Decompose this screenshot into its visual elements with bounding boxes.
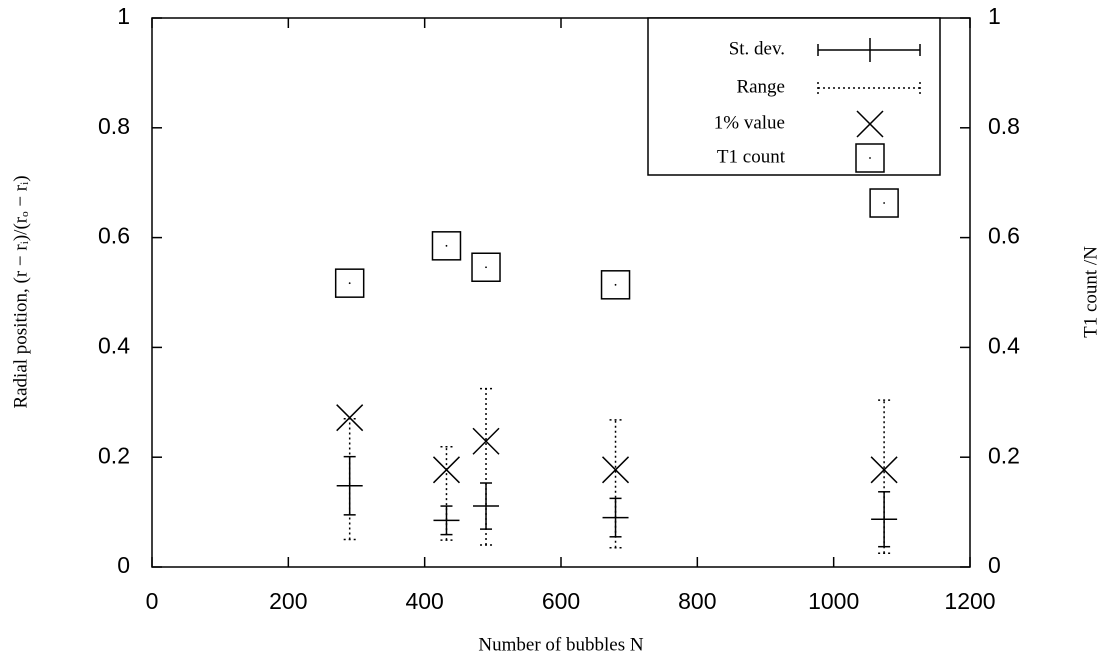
legend-label: Range bbox=[736, 76, 785, 97]
legend-label: 1% value bbox=[714, 112, 785, 133]
square-marker bbox=[600, 270, 631, 300]
x-marker bbox=[432, 456, 461, 484]
legend-sample bbox=[856, 110, 884, 138]
y2-tick-label: 1 bbox=[988, 3, 1001, 29]
y-tick-label: 0 bbox=[117, 552, 130, 578]
square-marker bbox=[869, 188, 899, 218]
x-marker bbox=[602, 456, 630, 484]
x-marker bbox=[336, 404, 364, 432]
y-axis-label: Radial position, (r − rᵢ)/(rₒ − rᵢ) bbox=[10, 175, 31, 408]
x-marker bbox=[870, 456, 898, 484]
y-tick-label: 0.4 bbox=[98, 332, 130, 358]
legend-sample bbox=[869, 157, 871, 159]
x-tick-label: 400 bbox=[405, 588, 443, 614]
y2-axis-label: T1 count /N bbox=[1080, 246, 1101, 338]
x-marker bbox=[472, 427, 500, 455]
y-tick-label: 0.2 bbox=[98, 442, 130, 468]
legend-label: T1 count bbox=[717, 146, 786, 167]
x-tick-label: 800 bbox=[678, 588, 716, 614]
square-marker bbox=[471, 252, 501, 282]
x-tick-label: 600 bbox=[542, 588, 580, 614]
y2-tick-label: 0 bbox=[988, 552, 1001, 578]
square-marker bbox=[334, 268, 365, 298]
square-dot bbox=[348, 282, 351, 285]
square-dot bbox=[485, 266, 487, 269]
y-tick-label: 0.6 bbox=[98, 223, 130, 249]
x-tick-label: 200 bbox=[269, 588, 307, 614]
y2-tick-label: 0.6 bbox=[988, 223, 1020, 249]
x-tick-label: 1200 bbox=[944, 588, 995, 614]
y-tick-label: 0.8 bbox=[98, 113, 130, 139]
legend-sample bbox=[855, 143, 885, 173]
x-tick-label: 1000 bbox=[808, 588, 859, 614]
y2-tick-label: 0.2 bbox=[988, 442, 1020, 468]
y2-tick-label: 0.4 bbox=[988, 332, 1020, 358]
x-tick-label: 0 bbox=[146, 588, 159, 614]
legend-label: St. dev. bbox=[729, 38, 785, 59]
square-dot bbox=[883, 202, 886, 204]
y2-tick-label: 0.8 bbox=[988, 113, 1020, 139]
square-marker bbox=[431, 231, 462, 261]
square-dot bbox=[614, 283, 617, 286]
square-dot bbox=[445, 244, 448, 247]
y-tick-label: 1 bbox=[117, 3, 130, 29]
legend-box bbox=[647, 17, 941, 176]
x-axis-label: Number of bubbles N bbox=[478, 634, 643, 655]
